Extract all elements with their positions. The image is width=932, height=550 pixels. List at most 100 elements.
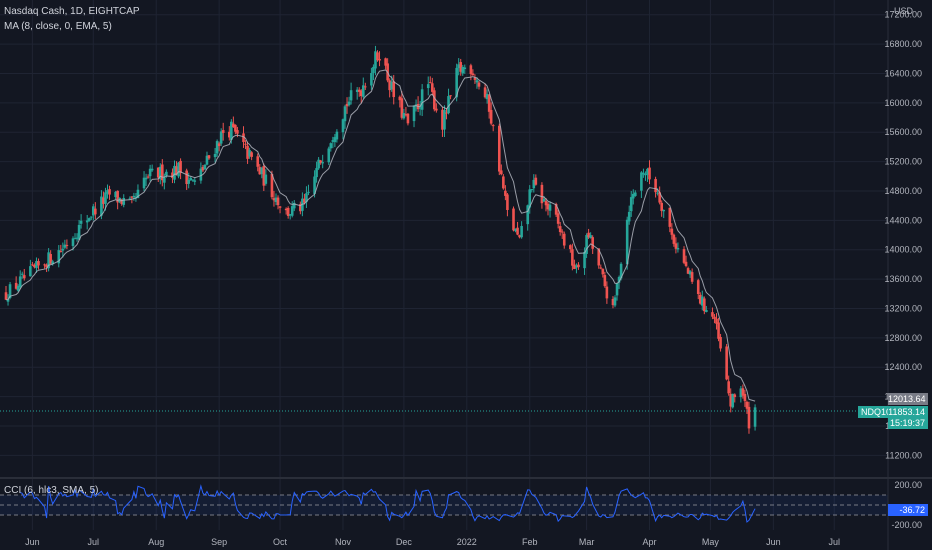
candle-body (729, 393, 733, 407)
candle-body (146, 176, 150, 178)
candle-body (556, 213, 560, 224)
candle-body (447, 96, 450, 114)
candle-body (120, 199, 124, 204)
price-tick-label: 14800.00 (884, 186, 922, 196)
candlestick-series (4, 45, 757, 434)
candle-body (412, 105, 416, 122)
ma-indicator-label[interactable]: MA (8, close, 0, EMA, 5) (4, 21, 112, 32)
candle-body (506, 194, 509, 210)
candle-body (690, 272, 694, 282)
time-tick-label: Feb (522, 537, 538, 547)
candle-body (571, 249, 574, 266)
candle-body (341, 119, 345, 133)
candle-body (625, 219, 629, 265)
candle-body (530, 189, 534, 191)
candle-body (189, 177, 193, 181)
candle-body (560, 231, 564, 233)
candle-body (290, 206, 294, 216)
candle-body (548, 204, 552, 211)
candle-body (87, 218, 91, 221)
candle-body (739, 388, 743, 398)
candle-body (658, 192, 661, 203)
candle-body (528, 189, 532, 208)
candle-body (733, 394, 737, 398)
candle-body (234, 124, 237, 132)
price-tick-label: 17200.00 (884, 10, 922, 20)
candle-body (343, 106, 347, 122)
candle-body (406, 113, 410, 124)
candle-body (307, 191, 310, 193)
candle-body (114, 191, 117, 198)
candle-body (502, 176, 505, 189)
candle-body (672, 234, 676, 244)
candle-body (205, 155, 209, 165)
candle-body (435, 108, 438, 111)
ma-series (5, 69, 756, 402)
chart-legend-ma[interactable]: MA (8, close, 0, EMA, 5) (4, 21, 116, 32)
symbol-title[interactable]: Nasdaq Cash, 1D, EIGHTCAP (4, 6, 140, 17)
ma-value-tag: 12013.64 (888, 393, 928, 405)
candle-body (418, 107, 422, 109)
candle-body (516, 227, 519, 235)
time-tick-label: Jul (88, 537, 100, 547)
price-tick-label: 11200.00 (885, 450, 922, 460)
candle-body (347, 101, 351, 106)
candle-body (258, 167, 262, 175)
cci-value-tag: -36.72 (888, 504, 928, 516)
candle-body (414, 104, 418, 106)
candle-body (16, 285, 20, 291)
candle-body (392, 81, 396, 98)
candle-body (703, 298, 706, 312)
candle-body (615, 283, 619, 296)
candle-body (542, 198, 546, 202)
candle-body (660, 202, 663, 211)
candle-body (745, 401, 749, 409)
price-tick-label: 13600.00 (884, 274, 922, 284)
candle-body (185, 170, 188, 185)
chart-legend-symbol[interactable]: Nasdaq Cash, 1D, EIGHTCAP (4, 6, 144, 17)
candle-body (646, 168, 649, 175)
candle-body (589, 235, 592, 239)
candle-body (577, 264, 580, 268)
candle-body (670, 228, 674, 235)
candle-body (398, 96, 402, 101)
candle-body (727, 381, 730, 394)
time-axis[interactable]: Jun Jul Aug Sep Oct Nov Dec 2022 Feb Mar Apr May Jun… (25, 537, 840, 547)
candle-body (457, 64, 460, 69)
candle-body (274, 197, 278, 202)
cci-indicator-label[interactable]: CCI (6, hlc3, SMA, 5) (4, 485, 99, 496)
candle-body (163, 177, 166, 183)
candle-body (327, 148, 331, 163)
candle-body (102, 197, 105, 204)
candle-body (292, 202, 296, 209)
candle-body (47, 252, 50, 269)
candle-body (725, 346, 728, 380)
candle-body (301, 198, 304, 211)
candle-body (532, 179, 536, 189)
candle-body (603, 275, 607, 287)
candle-body (236, 130, 239, 134)
time-tick-label: Jul (828, 537, 840, 547)
chart-grid (0, 0, 888, 530)
candle-body (591, 237, 594, 249)
candle-body (142, 177, 146, 189)
candle-body (91, 206, 95, 216)
time-tick-label: Sep (211, 537, 227, 547)
cci-tick-label: 200.00 (894, 480, 922, 490)
candle-body (315, 168, 318, 178)
candle-body (299, 204, 302, 212)
cci-axis[interactable]: 200.00 -200.00 (891, 480, 922, 530)
candle-body (743, 393, 747, 402)
candle-body (148, 168, 152, 177)
candle-body (388, 80, 391, 91)
candle-body (221, 130, 225, 133)
price-tick-label: 16000.00 (884, 98, 922, 108)
chart-legend-cci[interactable]: CCI (6, hlc3, SMA, 5) (4, 485, 102, 496)
candle-body (262, 166, 266, 186)
candle-body (717, 322, 720, 339)
candle-body (37, 261, 40, 266)
candle-body (4, 292, 8, 300)
candle-body (445, 112, 448, 114)
time-tick-label: Apr (643, 537, 657, 547)
